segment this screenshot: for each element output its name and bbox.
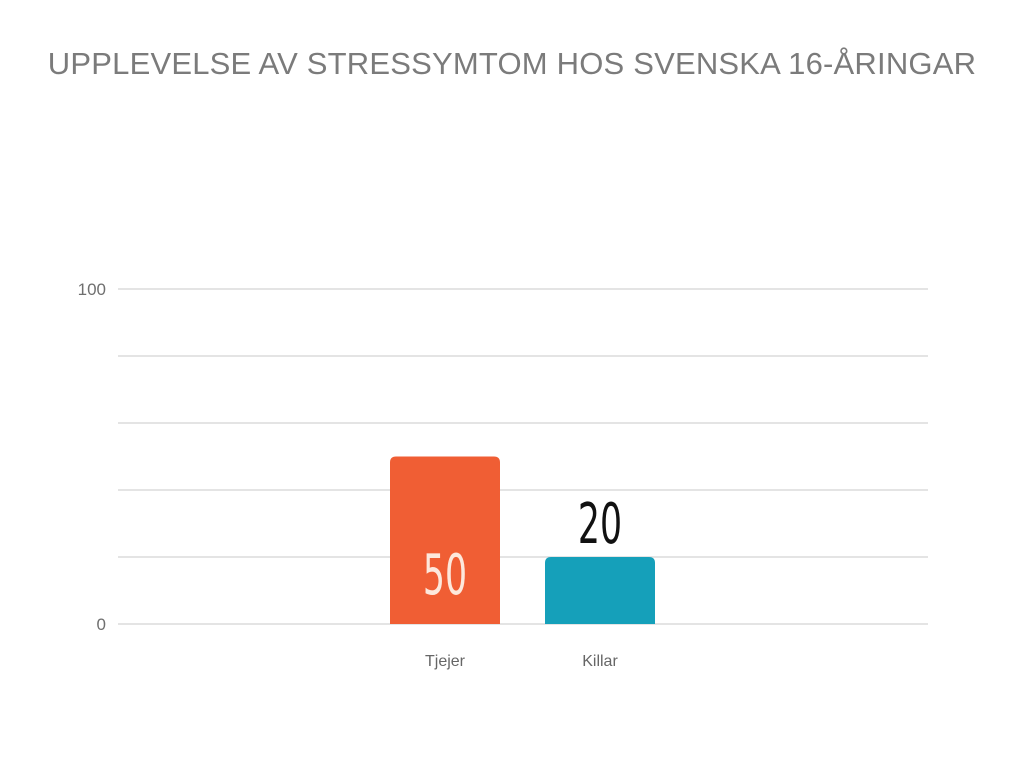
- y-tick-label: 100: [78, 280, 106, 299]
- y-axis-ticks: 0 100: [78, 280, 106, 634]
- value-label: 50: [423, 542, 467, 607]
- bars: [390, 456, 655, 624]
- bar-killar: [545, 557, 655, 624]
- value-labels: 50 20: [423, 491, 622, 607]
- x-category-label: Killar: [582, 653, 618, 670]
- chart-title: UPPLEVELSE AV STRESSYMTOM HOS SVENSKA 16…: [47, 46, 977, 81]
- y-tick-label: 0: [97, 615, 106, 634]
- x-category-label: Tjejer: [425, 653, 466, 670]
- gridlines: [118, 288, 928, 625]
- bar-tjejer: [390, 456, 500, 624]
- value-label: 20: [578, 491, 622, 556]
- category-labels: Tjejer Killar: [425, 653, 618, 670]
